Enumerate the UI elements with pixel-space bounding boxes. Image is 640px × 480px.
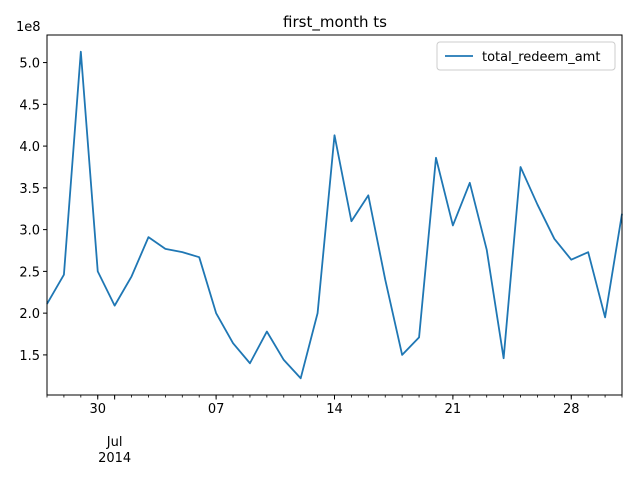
legend-label: total_redeem_amt [482,50,600,65]
x-tick-label: 28 [563,402,580,417]
y-tick-label: 5.0 [19,57,40,72]
y-tick-label: 3.0 [19,224,40,239]
y-axis: 1.5 2.0 2.5 3.0 3.5 4.0 4.5 5.0 [19,57,47,364]
x-tick-label: 21 [445,402,462,417]
y-tick-label: 2.0 [19,307,40,322]
plot-area-frame [46,34,623,396]
series-layer [46,50,623,380]
y-tick-label: 3.5 [19,182,40,197]
chart-title: first_month ts [283,13,387,32]
y-tick-label: 4.5 [19,98,40,113]
y-tick-label: 4.0 [19,140,40,155]
x-month-label: Jul [106,435,123,450]
x-tick-label: 14 [326,402,343,417]
y-tick-label: 2.5 [19,265,40,280]
legend: total_redeem_amt [436,41,616,71]
x-tick-label: 30 [89,402,106,417]
x-year-label: 2014 [98,451,131,466]
y-tick-label: 1.5 [19,349,40,364]
y-axis-offset-label: 1e8 [16,20,41,35]
series-line [46,50,623,380]
legend-box [436,41,616,71]
x-tick-label: 07 [208,402,225,417]
